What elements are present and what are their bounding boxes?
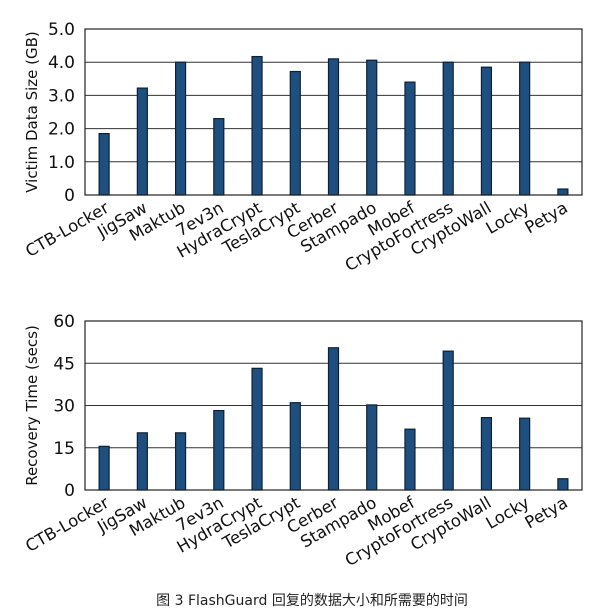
bar-locky — [519, 61, 531, 196]
bar-stampado — [366, 404, 378, 491]
y-tick-label: 0 — [64, 186, 75, 206]
bar-cryptofortress — [442, 61, 454, 196]
bar-maktub — [174, 61, 187, 196]
bar-stampado — [366, 59, 378, 196]
x-tick-label: Petya — [522, 493, 571, 532]
y-tick-label: 1.0 — [48, 153, 75, 173]
bar-petya — [557, 478, 569, 491]
figure-caption: 图 3 FlashGuard 回复的数据大小和所需要的时间 — [156, 592, 468, 609]
y-tick-label: 5.0 — [48, 20, 75, 40]
bar-maktub — [174, 432, 187, 491]
bar-mobef — [404, 428, 416, 491]
bar-cryptowall — [480, 417, 493, 491]
y-tick-label: 15 — [53, 439, 75, 459]
y-tick-label: 4.0 — [48, 53, 75, 73]
y-tick-label: 0 — [64, 481, 75, 501]
y-tick-label: 60 — [53, 312, 75, 332]
bar-hydracrypt — [251, 367, 263, 491]
y-axis-label: Recovery Time (secs) — [23, 325, 41, 486]
plot-frame — [84, 320, 583, 491]
bar-teslacrypt — [289, 70, 301, 196]
bar-7ev3n — [213, 118, 225, 196]
plot-frame — [84, 28, 583, 196]
bar-teslacrypt — [289, 402, 301, 491]
y-tick-label: 30 — [53, 397, 75, 417]
y-axis-label: Victim Data Size (GB) — [23, 31, 41, 193]
bar-7ev3n — [213, 409, 225, 491]
bar-petya — [557, 188, 569, 196]
bar-cryptofortress — [442, 350, 454, 491]
chart-recovery-time: 015304560CTB-LockerJigSawMaktub7ev3nHydr… — [22, 312, 583, 570]
bar-locky — [519, 417, 531, 491]
chart-victim-data-size: 01.02.03.04.05.0CTB-LockerJigSawMaktub7e… — [22, 20, 583, 275]
y-tick-label: 3.0 — [48, 86, 75, 106]
y-tick-label: 45 — [53, 354, 75, 374]
bar-mobef — [404, 81, 416, 196]
x-tick-label: Petya — [522, 198, 571, 237]
bar-jigsaw — [136, 87, 148, 196]
bar-ctb-locker — [98, 445, 110, 491]
bar-cerber — [327, 347, 340, 491]
bar-hydracrypt — [251, 55, 263, 196]
bar-cerber — [327, 58, 340, 196]
bar-ctb-locker — [98, 132, 110, 196]
bar-cryptowall — [480, 66, 493, 196]
bar-jigsaw — [136, 432, 148, 491]
y-tick-label: 2.0 — [48, 120, 75, 140]
